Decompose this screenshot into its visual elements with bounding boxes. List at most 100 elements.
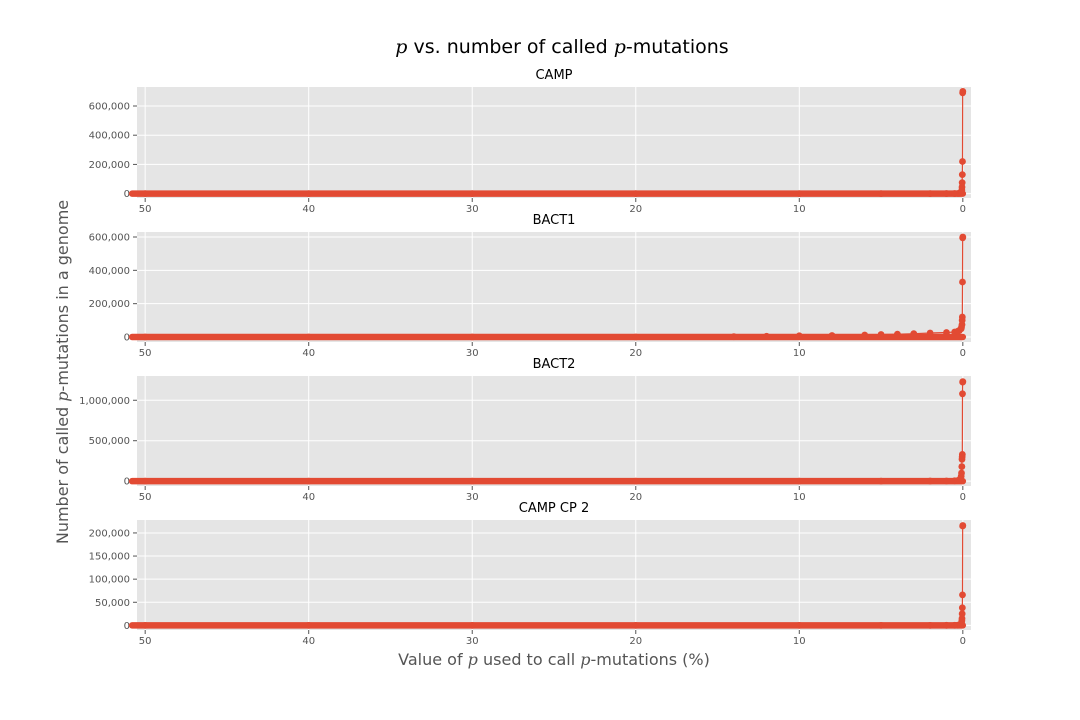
data-point (763, 332, 770, 340)
data-point (877, 190, 885, 198)
y-tick-label: 400,000 (89, 131, 130, 142)
data-point (926, 329, 934, 337)
subplot-2: 50 40 30 20 10 0 0 200,000 400,000 600,000 BACT1 (89, 213, 971, 359)
data-point (959, 158, 966, 165)
x-axis-label: Value of p used to call p-mutations (%) (398, 650, 710, 669)
x-tick-label: 30 (466, 204, 479, 215)
x-tick-label: 20 (629, 492, 642, 503)
data-point (632, 190, 640, 198)
x-tick-label: 10 (793, 348, 806, 359)
data-point (958, 604, 966, 612)
data-point (305, 621, 313, 629)
data-point (305, 477, 313, 485)
data-point (305, 333, 313, 341)
data-point (959, 278, 966, 286)
data-point (632, 477, 640, 485)
chart-title: p vs. number of called p-mutations (395, 36, 728, 58)
data-point (861, 331, 869, 339)
data-point (958, 313, 966, 321)
y-tick-label: 200,000 (89, 299, 130, 310)
x-tick-label: 40 (302, 636, 315, 647)
x-tick-label: 30 (466, 492, 479, 503)
x-tick-label: 10 (793, 492, 806, 503)
y-axis-label: Number of called p-mutations in a genome (53, 200, 72, 544)
data-point (795, 190, 803, 198)
y-tick-label: 0 (124, 621, 130, 632)
data-point (958, 171, 966, 179)
data-point (877, 477, 885, 485)
x-tick-label: 10 (793, 636, 806, 647)
data-point (958, 469, 965, 477)
data-point (468, 333, 476, 341)
data-point (141, 333, 149, 341)
data-point (894, 330, 901, 338)
data-point (943, 329, 950, 336)
x-tick-label: 50 (139, 492, 152, 503)
subplot-title: BACT1 (533, 213, 576, 228)
data-point (959, 87, 967, 95)
y-tick-label: 200,000 (89, 528, 130, 539)
plot-area (137, 376, 971, 486)
x-tick-label: 20 (629, 348, 642, 359)
data-point (141, 190, 149, 198)
y-tick-label: 500,000 (89, 436, 130, 447)
data-point (910, 330, 918, 338)
data-point (958, 451, 966, 458)
data-point (141, 621, 149, 629)
x-tick-label: 0 (960, 636, 966, 647)
data-point (943, 621, 950, 629)
y-tick-label: 0 (124, 189, 130, 200)
data-point (730, 333, 738, 341)
x-tick-label: 50 (139, 348, 152, 359)
y-tick-label: 200,000 (89, 160, 130, 171)
x-tick-label: 30 (466, 348, 479, 359)
plot-area (137, 87, 971, 198)
x-tick-label: 0 (960, 348, 966, 359)
subplot-title: CAMP CP 2 (519, 501, 589, 516)
data-point (141, 477, 149, 485)
data-point (959, 522, 967, 529)
data-point (926, 477, 934, 485)
x-tick-label: 20 (629, 204, 642, 215)
x-tick-label: 40 (302, 348, 315, 359)
data-point (958, 179, 966, 187)
x-tick-label: 40 (302, 492, 315, 503)
data-point (943, 477, 950, 485)
data-point (795, 332, 803, 340)
data-point (959, 390, 966, 398)
y-tick-label: 1,000,000 (79, 396, 130, 407)
data-point (958, 610, 966, 618)
data-point (959, 591, 966, 599)
subplot-3: 50 40 30 20 10 0 0 500,000 1,000,000 BACT2 (79, 357, 971, 503)
y-tick-label: 600,000 (89, 233, 130, 244)
data-point (877, 331, 885, 338)
y-tick-label: 150,000 (89, 552, 130, 563)
y-tick-label: 50,000 (95, 598, 130, 609)
data-point (943, 190, 950, 197)
data-point (468, 621, 476, 629)
y-tick-label: 400,000 (89, 266, 130, 277)
data-point (877, 621, 885, 629)
data-point (926, 190, 934, 197)
data-point (305, 190, 313, 198)
x-tick-label: 0 (960, 492, 966, 503)
data-point (959, 233, 967, 241)
data-point (795, 477, 803, 485)
x-tick-label: 10 (793, 204, 806, 215)
data-point (795, 621, 803, 629)
y-tick-label: 0 (124, 333, 130, 344)
data-point (926, 621, 934, 629)
y-tick-label: 100,000 (89, 575, 130, 586)
x-tick-label: 0 (960, 204, 966, 215)
x-tick-label: 20 (629, 636, 642, 647)
subplot-title: CAMP (535, 68, 572, 83)
data-point (468, 477, 476, 485)
data-point (958, 463, 966, 470)
data-point (632, 333, 640, 341)
subplot-1: 50 40 30 20 10 0 0 200,000 400,000 600,000 CAMP (89, 68, 971, 215)
data-point (632, 621, 640, 629)
subplots: 50 40 30 20 10 0 0 200,000 400,000 600,000 CAMP 50 4… (79, 68, 971, 647)
subplot-4: 50 40 30 20 10 0 0 50,000 100,000 150,000 200,000 C… (89, 501, 971, 647)
data-point (959, 378, 967, 386)
